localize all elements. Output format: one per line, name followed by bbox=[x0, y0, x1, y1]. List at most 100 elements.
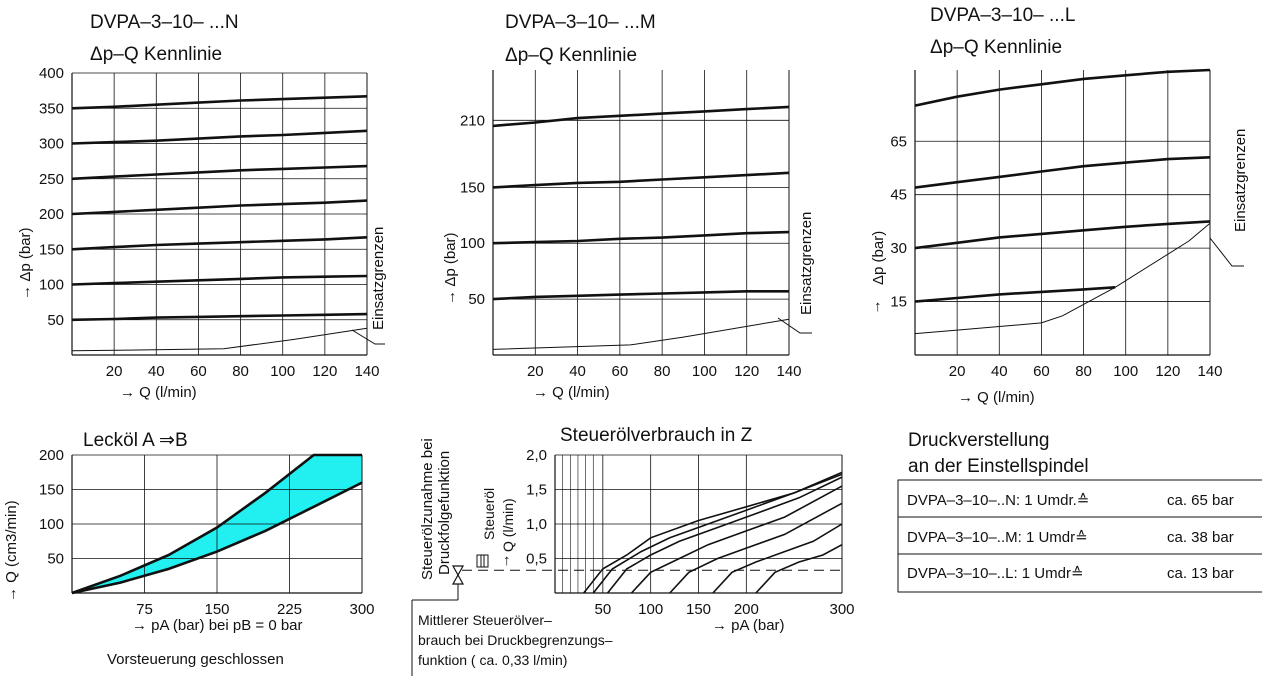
chart-pilot-left-label-1: Steuerölzunahme bei bbox=[419, 438, 436, 580]
y-tick-label: 0,5 bbox=[526, 551, 547, 568]
x-tick-label: 200 bbox=[734, 601, 759, 618]
chart-m-side-label: Einsatzgrenzen bbox=[798, 212, 815, 315]
y-tick-label: 200 bbox=[39, 447, 64, 464]
x-tick-label: 100 bbox=[638, 601, 663, 618]
dp-curve bbox=[71, 236, 368, 251]
dp-curve bbox=[914, 220, 1211, 250]
table-row-value: ca. 65 bar bbox=[1167, 492, 1234, 509]
chart-pilot-x-label: → pA (bar) bbox=[712, 617, 785, 634]
dp-curve bbox=[71, 95, 368, 110]
chart-pilot-y-label-b: Q (l/min) bbox=[500, 498, 516, 552]
x-tick-label: 80 bbox=[232, 363, 249, 380]
chart-pilot-series bbox=[462, 471, 843, 594]
y-tick-label: 45 bbox=[890, 187, 907, 204]
chart-l-x-label: → Q (l/min) bbox=[958, 389, 1035, 406]
chart-leak-x-label: → pA (bar) bei pB = 0 bar bbox=[132, 617, 303, 634]
chart-n: DVPA–3–10– ...N Δp–Q Kennlinie 20 40 60 80 1… bbox=[17, 12, 387, 401]
x-tick-label: 140 bbox=[354, 363, 379, 380]
x-tick-label: 140 bbox=[776, 363, 801, 380]
valve-symbol bbox=[411, 565, 465, 676]
pilot-curve bbox=[712, 523, 843, 594]
dp-curve bbox=[71, 164, 368, 181]
leak-curve bbox=[71, 481, 363, 595]
chart-m-title-1: DVPA–3–10– ...M bbox=[505, 12, 656, 33]
x-tick-label: 100 bbox=[692, 363, 717, 380]
x-tick-label: 120 bbox=[734, 363, 759, 380]
y-tick-label: 1,5 bbox=[526, 482, 547, 499]
pilot-curve bbox=[592, 473, 843, 594]
limit-line bbox=[71, 327, 368, 352]
table-row-label: DVPA–3–10–..N: 1 Umdr.≙ bbox=[907, 492, 1089, 509]
dp-curve bbox=[71, 199, 368, 216]
y-tick-label: 150 bbox=[39, 482, 64, 499]
y-tick-label: 50 bbox=[468, 291, 485, 308]
chart-n-series bbox=[71, 95, 368, 352]
x-tick-label: 80 bbox=[654, 363, 671, 380]
dp-curve bbox=[71, 129, 368, 145]
chart-m-y-label: → Δp (bar) bbox=[442, 232, 459, 305]
chart-n-leader-line bbox=[351, 329, 385, 345]
dp-curve bbox=[492, 290, 789, 301]
chart-m-title-2: Δp–Q Kennlinie bbox=[505, 45, 637, 66]
chart-n-title-2: Δp–Q Kennlinie bbox=[90, 44, 222, 65]
table-row-label: DVPA–3–10–..L: 1 Umdr≙ bbox=[907, 565, 1084, 582]
chart-m-series bbox=[492, 105, 790, 350]
chart-l-x-ticks: 20 40 60 80 100 120 140 bbox=[949, 363, 1223, 380]
x-tick-label: 150 bbox=[686, 601, 711, 618]
y-tick-label: 300 bbox=[39, 136, 64, 153]
y-tick-label: 15 bbox=[890, 294, 907, 311]
x-tick-label: 225 bbox=[277, 601, 302, 618]
chart-pilot-x-ticks: 50 100 150 200 300 bbox=[594, 601, 854, 618]
dp-curve bbox=[492, 171, 790, 189]
dp-curve bbox=[492, 230, 790, 245]
dp-curve bbox=[71, 274, 368, 286]
x-tick-label: 120 bbox=[1155, 363, 1180, 380]
y-tick-label: 100 bbox=[39, 277, 64, 294]
pilot-curve bbox=[630, 485, 843, 594]
table-row-label: DVPA–3–10–..M: 1 Umdr≙ bbox=[907, 529, 1088, 546]
pilot-curve bbox=[669, 502, 843, 594]
chart-l-y-ticks: 15 30 45 65 bbox=[890, 133, 907, 310]
chart-l-title-1: DVPA–3–10– ...L bbox=[930, 5, 1075, 26]
table-title-2: an der Einstellspindel bbox=[908, 456, 1089, 477]
x-tick-label: 75 bbox=[136, 601, 153, 618]
chart-m-grid bbox=[492, 70, 790, 356]
chart-l-leader-line bbox=[1209, 237, 1244, 267]
y-tick-label: 250 bbox=[39, 171, 64, 188]
chart-m-x-ticks: 20 40 60 80 100 120 140 bbox=[527, 363, 802, 380]
y-tick-label: 1,0 bbox=[526, 516, 547, 533]
chart-m: DVPA–3–10– ...M Δp–Q Kennlinie 20 40 60 80 1… bbox=[442, 12, 815, 401]
chart-pilot-y-ticks: 0,5 1,0 1,5 2,0 bbox=[526, 447, 547, 568]
x-tick-label: 20 bbox=[527, 363, 544, 380]
chart-l-grid bbox=[914, 70, 1211, 356]
x-tick-label: 100 bbox=[1113, 363, 1138, 380]
chart-leak-note: Vorsteuerung geschlossen bbox=[107, 651, 284, 668]
table-frame bbox=[897, 479, 1262, 593]
x-tick-label: 20 bbox=[949, 363, 966, 380]
y-tick-label: 150 bbox=[460, 179, 485, 196]
dp-curve bbox=[492, 105, 790, 128]
chart-leak-y-ticks: 50 100 150 200 bbox=[39, 447, 64, 568]
chart-n-x-ticks: 20 40 60 80 100 120 140 bbox=[106, 363, 380, 380]
table-row-value: ca. 13 bar bbox=[1167, 565, 1234, 582]
chart-pilot-note-1: Mittlerer Steuerölver– bbox=[418, 612, 552, 628]
x-tick-label: 300 bbox=[829, 601, 854, 618]
chart-l-y-label: Δp (bar) bbox=[870, 231, 887, 285]
dp-curve bbox=[914, 286, 1116, 303]
chart-pilot-y-label-a: Steueröl bbox=[481, 488, 497, 540]
chart-n-x-label: → Q (l/min) bbox=[120, 384, 197, 401]
y-tick-label: 2,0 bbox=[526, 447, 547, 464]
chart-pilot: Steuerölverbrauch in Z 50 100 150 200 300 0,… bbox=[411, 425, 855, 676]
chart-pilot-y-arrow: ↑ bbox=[503, 552, 511, 569]
chart-l-title-2: Δp–Q Kennlinie bbox=[930, 37, 1062, 58]
chart-leak-series bbox=[71, 453, 363, 595]
dp-curve bbox=[914, 68, 1211, 107]
chart-l-series bbox=[914, 68, 1211, 335]
chart-leak-y-label: → Q (cm3/min) bbox=[3, 500, 20, 602]
chart-l-y-arrow: ↑ bbox=[874, 298, 882, 315]
y-tick-label: 65 bbox=[890, 133, 907, 150]
chart-leak: Lecköl A ⇒B 75 150 225 300 50 100 150 200 → pA… bbox=[3, 430, 375, 668]
x-tick-label: 60 bbox=[1033, 363, 1050, 380]
x-tick-label: 20 bbox=[106, 363, 123, 380]
